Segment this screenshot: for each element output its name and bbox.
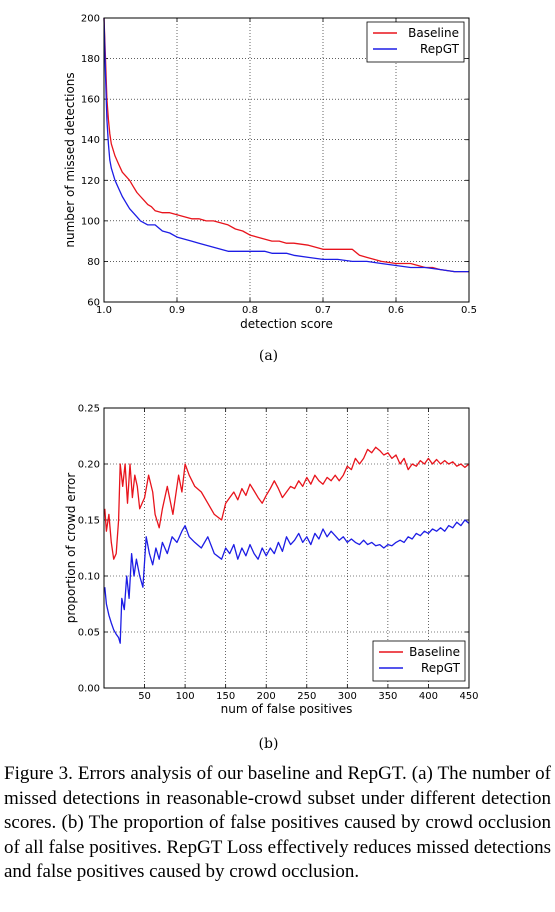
- x-tick-label: 400: [419, 691, 438, 702]
- y-tick-label: 160: [81, 95, 100, 106]
- plot-frame: [103, 17, 470, 303]
- x-axis-label: num of false positives: [221, 702, 353, 716]
- x-tick-label: 100: [176, 691, 195, 702]
- x-tick-label: 1.0: [96, 305, 112, 316]
- x-tick-label: 0.8: [242, 305, 258, 316]
- chart-b-crowd-error: 50 100 150 200 250 300 350 400 450 0.00 0.05 0.10 0.…: [64, 404, 479, 753]
- x-tick-label: 200: [257, 691, 276, 702]
- subfigure-label: (b): [259, 736, 279, 752]
- x-tick-label: 0.5: [461, 305, 477, 316]
- plot-area: [104, 18, 469, 302]
- x-tick-label: 0.7: [315, 305, 331, 316]
- y-tick-label: 0.00: [78, 684, 100, 695]
- legend-box: [372, 640, 466, 682]
- x-tick-label: 0.9: [169, 305, 185, 316]
- y-tick-label: 0.20: [78, 460, 100, 471]
- x-tick-label: 250: [297, 691, 316, 702]
- x-tick-label: 300: [338, 691, 357, 702]
- legend-label-baseline: Baseline: [408, 26, 459, 40]
- figure-caption: Figure 3. Errors analysis of our baselin…: [4, 763, 551, 883]
- y-tick-label: 100: [81, 216, 100, 227]
- y-tick-label: 0.25: [78, 404, 100, 415]
- legend-label-baseline: Baseline: [409, 645, 460, 659]
- y-axis-label: number of missed detections: [63, 72, 77, 247]
- y-tick-label: 140: [81, 135, 100, 146]
- y-tick-label: 0.10: [78, 572, 100, 583]
- x-tick-label: 150: [216, 691, 235, 702]
- x-tick-label: 50: [138, 691, 151, 702]
- series-line-baseline: [104, 446, 470, 560]
- figure-canvas: 1.0 0.9 0.8 0.7 0.6 0.5 60 80 100 120 140 160 180 200…: [63, 14, 479, 753]
- y-tick-label: 180: [81, 54, 100, 65]
- y-tick-label: 0.05: [78, 628, 100, 639]
- series-line-repgt: [104, 519, 470, 644]
- x-tick-label: 450: [459, 691, 478, 702]
- y-tick-label: 120: [81, 176, 100, 187]
- y-tick-label: 60: [87, 298, 100, 309]
- x-tick-label: 350: [378, 691, 397, 702]
- y-axis-label: proportion of crowd error: [64, 473, 78, 624]
- chart-a-missed-detections: 1.0 0.9 0.8 0.7 0.6 0.5 60 80 100 120 140 160 180 200…: [63, 14, 477, 365]
- series-line-repgt: [103, 17, 469, 273]
- y-tick-label: 80: [87, 257, 100, 268]
- legend-label-repgt: RepGT: [420, 42, 460, 56]
- legend-label-repgt: RepGT: [421, 661, 461, 675]
- y-tick-label: 200: [81, 14, 100, 25]
- legend-box: [366, 21, 465, 63]
- subfigure-label: (a): [259, 348, 278, 364]
- y-tick-label: 0.15: [78, 516, 100, 527]
- x-tick-label: 0.6: [388, 305, 404, 316]
- series-line-baseline: [103, 17, 469, 273]
- plot-frame: [103, 407, 470, 689]
- x-axis-label: detection score: [240, 317, 333, 331]
